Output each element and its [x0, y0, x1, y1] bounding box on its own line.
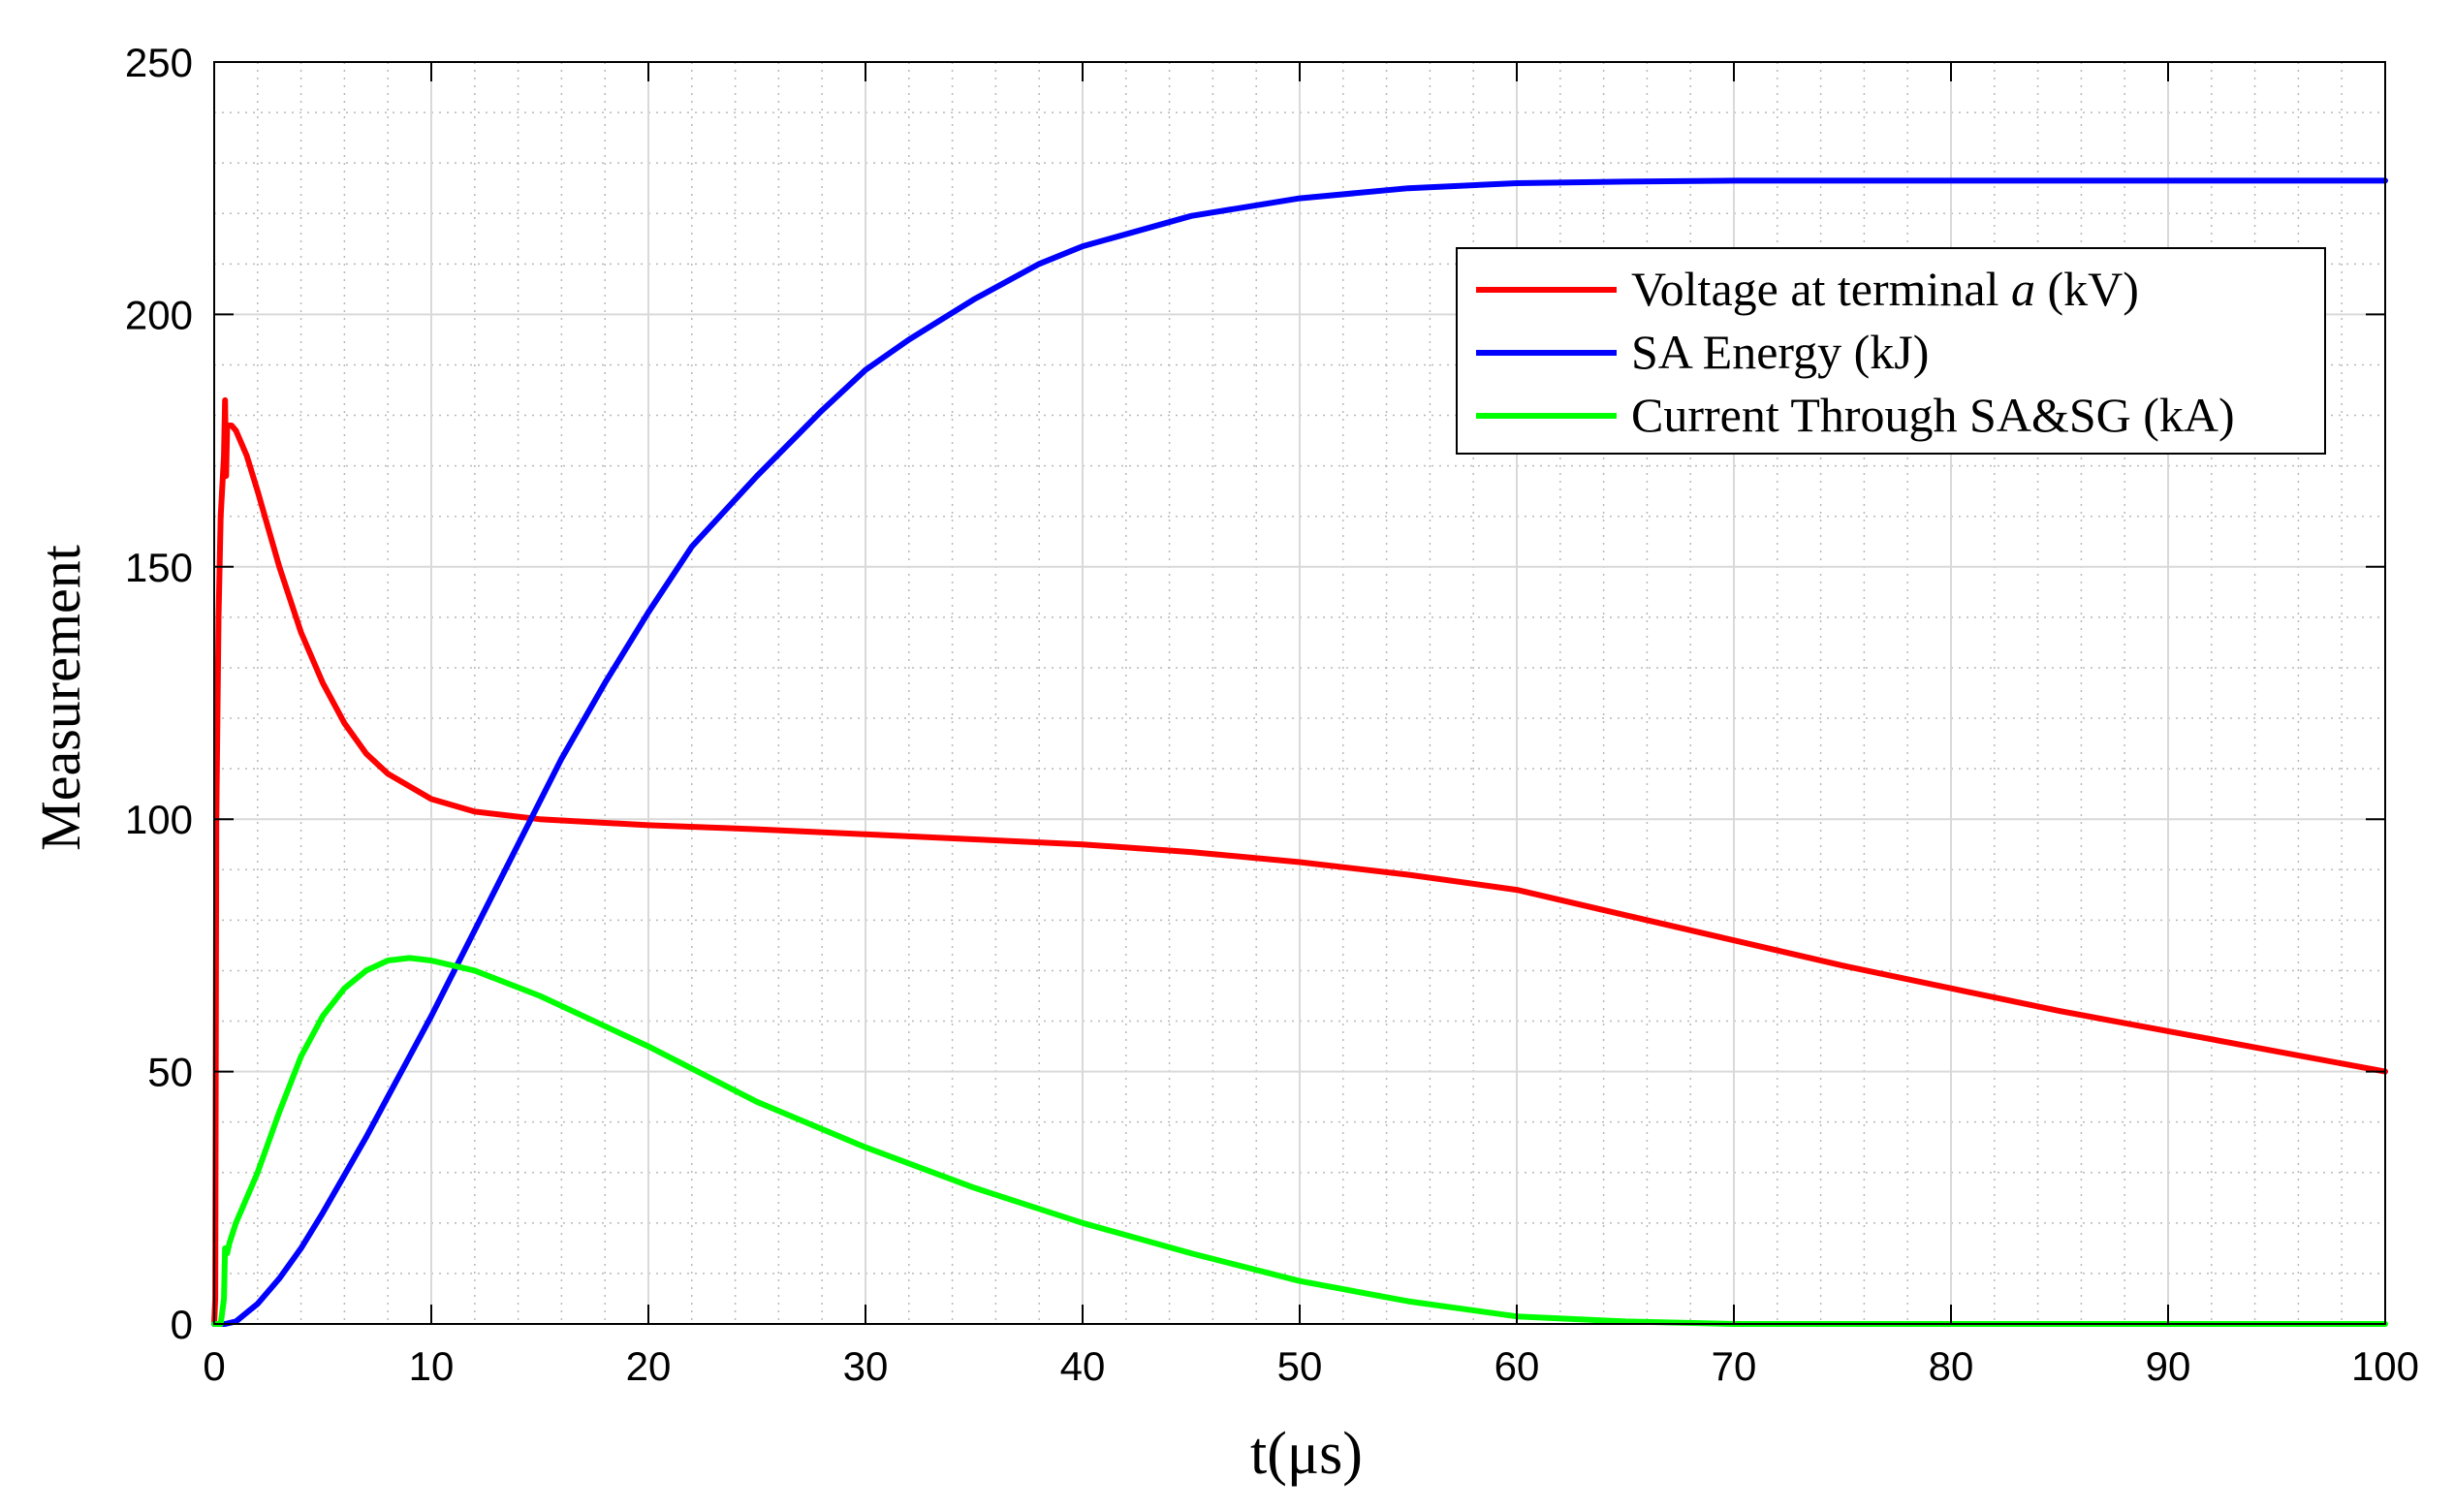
legend-label-voltage-at-terminal-a-kv: Voltage at terminal a (kV): [1631, 262, 2139, 316]
series-line-current-through-sa-sg-ka: [211, 955, 2388, 1327]
legend: Voltage at terminal a (kV) SA Energy (kJ)…: [1456, 247, 2326, 455]
x-tick-label: 60: [1494, 1343, 1540, 1389]
series-layer: [211, 177, 2388, 1327]
x-tick-label: 30: [843, 1343, 889, 1389]
y-tick-label: 150: [125, 545, 193, 590]
series-line-sa-energy-kj: [211, 177, 2388, 1327]
y-axis-tick-labels: 0 50 100 150 200 250: [125, 40, 193, 1347]
y-tick-label: 0: [171, 1302, 193, 1347]
x-tick-label: 0: [203, 1343, 225, 1389]
x-tick-label: 80: [1929, 1343, 1974, 1389]
y-tick-label: 100: [125, 797, 193, 842]
y-axis-title: Measurement: [29, 545, 92, 851]
y-tick-label: 50: [147, 1050, 193, 1095]
legend-label-current-through-sa-sg-ka: Current Through SA&SG (kA): [1631, 388, 2235, 442]
y-tick-label: 250: [125, 40, 193, 85]
x-tick-label: 10: [409, 1343, 455, 1389]
x-axis-title: t(μs): [1250, 1421, 1363, 1487]
x-tick-label: 100: [2351, 1343, 2419, 1389]
x-tick-label: 40: [1060, 1343, 1106, 1389]
x-axis-tick-labels: 0 10 20 30 40 50 60 70 80 90 100: [203, 1343, 2419, 1389]
x-tick-label: 50: [1277, 1343, 1323, 1389]
x-tick-label: 90: [2146, 1343, 2191, 1389]
y-tick-label: 200: [125, 292, 193, 337]
x-tick-label: 20: [626, 1343, 672, 1389]
axis-ticks: [213, 61, 2386, 1325]
x-tick-label: 70: [1712, 1343, 1757, 1389]
series-line-voltage-at-terminal-a-kv: [211, 396, 2388, 1327]
legend-label-sa-energy-kj: SA Energy (kJ): [1631, 325, 1929, 379]
